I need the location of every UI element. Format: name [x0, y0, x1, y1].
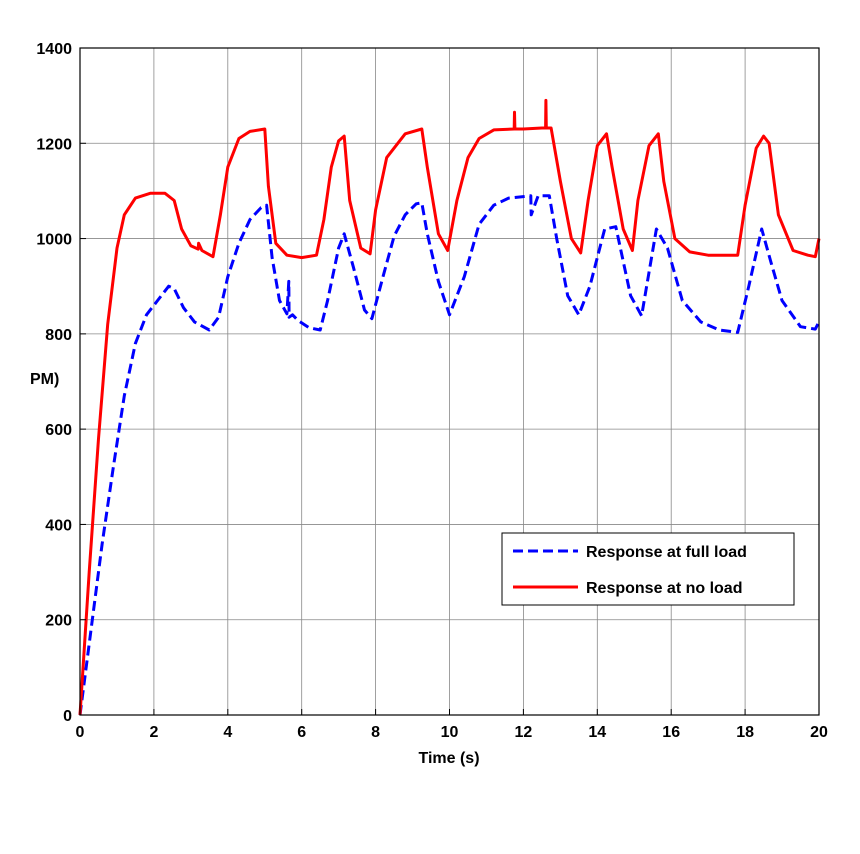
- x-tick-label: 2: [149, 724, 158, 741]
- x-tick-label: 16: [662, 724, 680, 741]
- x-tick-label: 4: [223, 724, 232, 741]
- series-layer: [78, 98, 821, 716]
- legend-label-no-load: Response at no load: [586, 580, 742, 597]
- series-line-full-load: [78, 194, 821, 716]
- x-tick-label: 0: [76, 724, 85, 741]
- x-tick-label: 8: [371, 724, 380, 741]
- x-axis-label: Time (s): [418, 750, 479, 767]
- y-tick-label: 1000: [36, 232, 72, 249]
- x-tick-label: 14: [588, 724, 606, 741]
- y-tick-label: 600: [45, 422, 72, 439]
- y-tick-label: 1200: [36, 136, 72, 153]
- y-tick-label: 1400: [36, 41, 72, 58]
- series-line-no-load: [78, 98, 821, 716]
- legend-label-full-load: Response at full load: [586, 544, 747, 561]
- x-tick-label: 18: [736, 724, 754, 741]
- y-tick-label: 800: [45, 327, 72, 344]
- x-tick-label: 12: [515, 724, 533, 741]
- x-tick-label: 20: [810, 724, 828, 741]
- x-tick-label: 10: [441, 724, 459, 741]
- y-tick-label: 200: [45, 613, 72, 630]
- x-axis-ticks: 0 2 4 6 8 10 12 14 16 18 20: [76, 709, 828, 741]
- y-axis-ticks: 0 200 400 600 800 1000 1200 1400: [36, 41, 86, 725]
- y-tick-label: 400: [45, 517, 72, 534]
- legend-box: [501, 532, 795, 606]
- legend: Response at full load Response at no loa…: [501, 532, 795, 606]
- y-axis-label: PM): [30, 371, 59, 388]
- x-tick-label: 6: [297, 724, 306, 741]
- y-tick-label: 0: [63, 708, 72, 725]
